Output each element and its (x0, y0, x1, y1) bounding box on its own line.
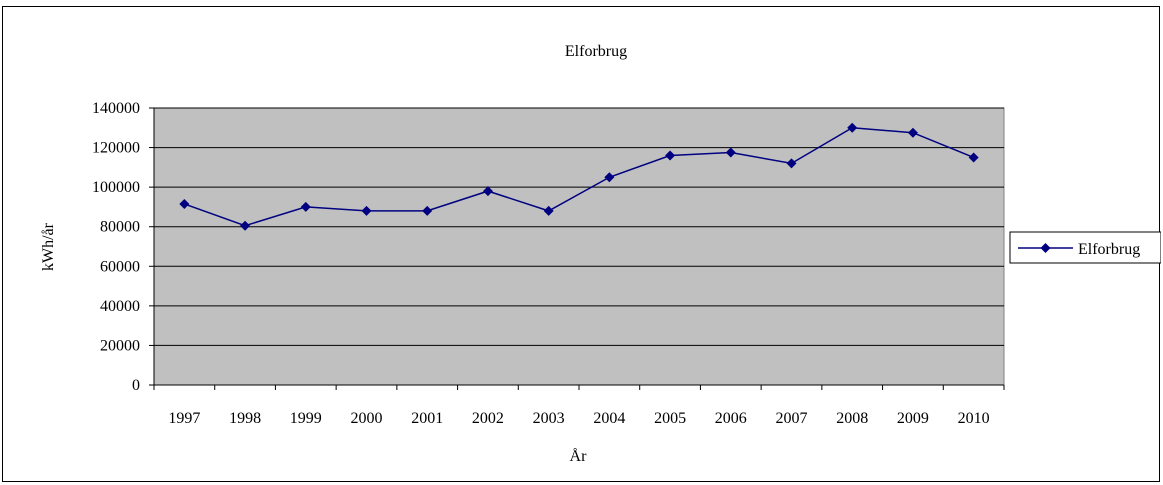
y-axis-label: kWh/år (40, 222, 57, 271)
y-tick-labels: 0 20000 40000 60000 80000 100000 120000 140000 (92, 100, 140, 394)
x-tick-label: 2008 (836, 410, 868, 427)
y-tick-label: 120000 (92, 140, 140, 157)
x-tick-label: 2004 (593, 410, 625, 427)
x-tick-labels: 1997 1998 1999 2000 2001 2002 2003 2004 2005 2006… (168, 410, 989, 427)
x-tick-label: 2005 (654, 410, 686, 427)
data-point (968, 152, 979, 163)
y-tick-label: 80000 (100, 219, 140, 236)
data-point (240, 220, 251, 231)
data-point (847, 122, 858, 133)
series-line (184, 127, 974, 227)
data-point (422, 205, 433, 216)
y-tick-label: 0 (132, 377, 140, 394)
y-tick-label: 140000 (92, 100, 140, 117)
x-tick-label: 1999 (290, 410, 322, 427)
chart-frame: Elforbrug 0 20000 40000 60000 80000 100000 120… (2, 6, 1161, 482)
x-tick-label: 2000 (351, 410, 383, 427)
y-tick-label: 20000 (100, 337, 140, 354)
legend: Elforbrug (1009, 231, 1161, 264)
legend-label: Elforbrug (1078, 241, 1140, 258)
data-point (665, 150, 676, 161)
x-tick-label: 1998 (229, 410, 261, 427)
axes (149, 107, 1005, 390)
gridlines (154, 107, 1004, 346)
data-point (725, 147, 736, 158)
chart-title: Elforbrug (565, 43, 627, 60)
line-chart: Elforbrug 0 20000 40000 60000 80000 100000 120… (40, 43, 1161, 465)
data-point (179, 198, 190, 209)
x-tick-label: 2003 (533, 410, 565, 427)
series-elforbrug (179, 122, 979, 231)
data-point (482, 186, 493, 197)
x-tick-label: 2001 (411, 410, 443, 427)
y-tick-label: 60000 (100, 258, 140, 275)
x-tick-label: 2006 (715, 410, 747, 427)
legend-marker (1040, 243, 1051, 253)
x-tick-label: 2010 (958, 410, 990, 427)
data-point (300, 201, 311, 212)
y-tick-label: 100000 (92, 179, 140, 196)
data-point (786, 158, 797, 169)
x-tick-label: 2002 (472, 410, 504, 427)
data-point (543, 205, 554, 216)
data-point (604, 172, 615, 183)
data-point (361, 205, 372, 216)
x-tick-label: 1997 (168, 410, 200, 427)
y-tick-label: 40000 (100, 298, 140, 315)
data-point (907, 127, 918, 138)
x-tick-label: 2007 (776, 410, 808, 427)
x-axis-label: År (570, 447, 588, 465)
plot-area (153, 107, 1005, 386)
x-tick-label: 2009 (897, 410, 929, 427)
